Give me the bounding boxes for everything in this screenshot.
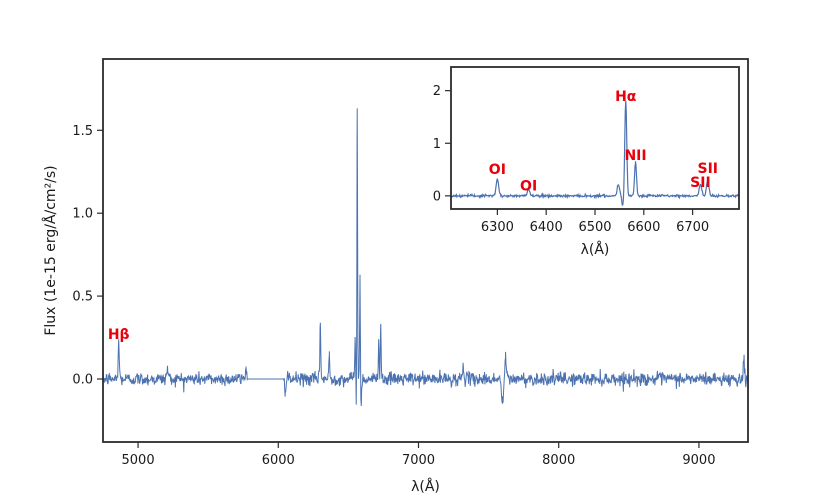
inset-ytick-label: 1 <box>433 137 441 152</box>
main-xtick-label: 5000 <box>122 453 155 468</box>
main-frame <box>102 58 749 443</box>
inset-xtick-label: 6700 <box>676 220 709 235</box>
main-spectrum-line <box>103 108 748 406</box>
inset-line-label: OI <box>489 162 506 178</box>
main-xtick-label: 6000 <box>262 453 295 468</box>
main-xlabel: λ(Å) <box>411 478 440 495</box>
inset-line-label: OI <box>520 179 537 195</box>
main-ytick-label: 0.5 <box>72 290 93 305</box>
inset-line-label: SII <box>690 175 711 191</box>
inset-xtick-label: 6600 <box>627 220 660 235</box>
main-xtick-label: 8000 <box>542 453 575 468</box>
inset-plot: 6300 6400 6500 6600 6700 0 1 2 λ(Å) OI OI Hα NII SIIS… <box>433 66 740 258</box>
main-plot: 5000 6000 7000 8000 9000 0.0 0.5 1.0 1.5 λ(Å) Flux… <box>42 58 749 495</box>
inset-xtick-label: 6500 <box>578 220 611 235</box>
main-ytick-label: 0.0 <box>72 372 93 387</box>
inset-spectrum-line <box>451 100 739 207</box>
inset-line-label: Hα <box>615 89 637 105</box>
main-xtick-label: 9000 <box>682 453 715 468</box>
main-xtick-label: 7000 <box>402 453 435 468</box>
inset-ytick-label: 2 <box>433 84 441 99</box>
inset-line-label: NII <box>624 148 646 164</box>
inset-ytick-label: 0 <box>433 189 441 204</box>
inset-xlabel: λ(Å) <box>581 241 610 258</box>
main-ytick-label: 1.0 <box>72 207 93 222</box>
inset-xtick-label: 6300 <box>481 220 514 235</box>
main-ylabel: Flux (1e-15 erg/Å/cm²/s) <box>42 165 59 335</box>
main-ytick-label: 1.5 <box>72 124 93 139</box>
main-line-label: Hβ <box>108 327 130 343</box>
inset-xtick-label: 6400 <box>530 220 563 235</box>
inset-line-label: SII <box>698 161 719 177</box>
